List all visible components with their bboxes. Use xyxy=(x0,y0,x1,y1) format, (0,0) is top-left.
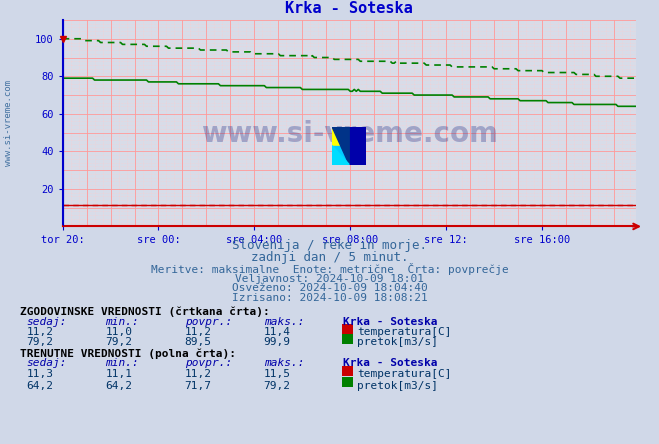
Text: ZGODOVINSKE VREDNOSTI (črtkana črta):: ZGODOVINSKE VREDNOSTI (črtkana črta): xyxy=(20,306,270,317)
Text: 71,7: 71,7 xyxy=(185,381,212,391)
Bar xyxy=(332,146,349,165)
Text: Osveženo: 2024-10-09 18:04:40: Osveženo: 2024-10-09 18:04:40 xyxy=(231,283,428,293)
Text: 11,5: 11,5 xyxy=(264,369,291,380)
Text: maks.:: maks.: xyxy=(264,317,304,327)
Text: 64,2: 64,2 xyxy=(105,381,132,391)
Text: min.:: min.: xyxy=(105,317,139,327)
Text: 11,2: 11,2 xyxy=(26,327,53,337)
Text: www.si-vreme.com: www.si-vreme.com xyxy=(201,119,498,147)
Text: 11,1: 11,1 xyxy=(105,369,132,380)
Text: TRENUTNE VREDNOSTI (polna črta):: TRENUTNE VREDNOSTI (polna črta): xyxy=(20,349,236,359)
Text: Meritve: maksimalne  Enote: metrične  Črta: povprečje: Meritve: maksimalne Enote: metrične Črta… xyxy=(151,263,508,275)
Text: min.:: min.: xyxy=(105,358,139,369)
Text: sedaj:: sedaj: xyxy=(26,358,67,369)
Polygon shape xyxy=(332,127,349,165)
Text: www.si-vreme.com: www.si-vreme.com xyxy=(4,80,13,166)
Text: temperatura[C]: temperatura[C] xyxy=(357,369,451,380)
Polygon shape xyxy=(332,146,349,165)
Text: maks.:: maks.: xyxy=(264,358,304,369)
Text: 11,2: 11,2 xyxy=(185,369,212,380)
Text: povpr.:: povpr.: xyxy=(185,358,232,369)
Text: 79,2: 79,2 xyxy=(264,381,291,391)
Text: povpr.:: povpr.: xyxy=(185,317,232,327)
Title: Krka - Soteska: Krka - Soteska xyxy=(285,1,413,16)
Text: Slovenija / reke in morje.: Slovenija / reke in morje. xyxy=(232,239,427,252)
Text: 11,2: 11,2 xyxy=(185,327,212,337)
Text: Veljavnost: 2024-10-09 18:01: Veljavnost: 2024-10-09 18:01 xyxy=(235,274,424,284)
Text: 11,3: 11,3 xyxy=(26,369,53,380)
Text: 99,9: 99,9 xyxy=(264,337,291,348)
Bar xyxy=(349,127,366,165)
Text: Krka - Soteska: Krka - Soteska xyxy=(343,317,437,327)
Text: temperatura[C]: temperatura[C] xyxy=(357,327,451,337)
Text: 79,2: 79,2 xyxy=(26,337,53,348)
Text: 64,2: 64,2 xyxy=(26,381,53,391)
Text: 79,2: 79,2 xyxy=(105,337,132,348)
Text: 11,0: 11,0 xyxy=(105,327,132,337)
Text: 11,4: 11,4 xyxy=(264,327,291,337)
Text: Izrisano: 2024-10-09 18:08:21: Izrisano: 2024-10-09 18:08:21 xyxy=(231,293,428,303)
Text: pretok[m3/s]: pretok[m3/s] xyxy=(357,381,438,391)
Text: sedaj:: sedaj: xyxy=(26,317,67,327)
Text: pretok[m3/s]: pretok[m3/s] xyxy=(357,337,438,348)
Text: 89,5: 89,5 xyxy=(185,337,212,348)
Text: zadnji dan / 5 minut.: zadnji dan / 5 minut. xyxy=(251,251,408,264)
Text: Krka - Soteska: Krka - Soteska xyxy=(343,358,437,369)
Bar xyxy=(332,127,349,146)
